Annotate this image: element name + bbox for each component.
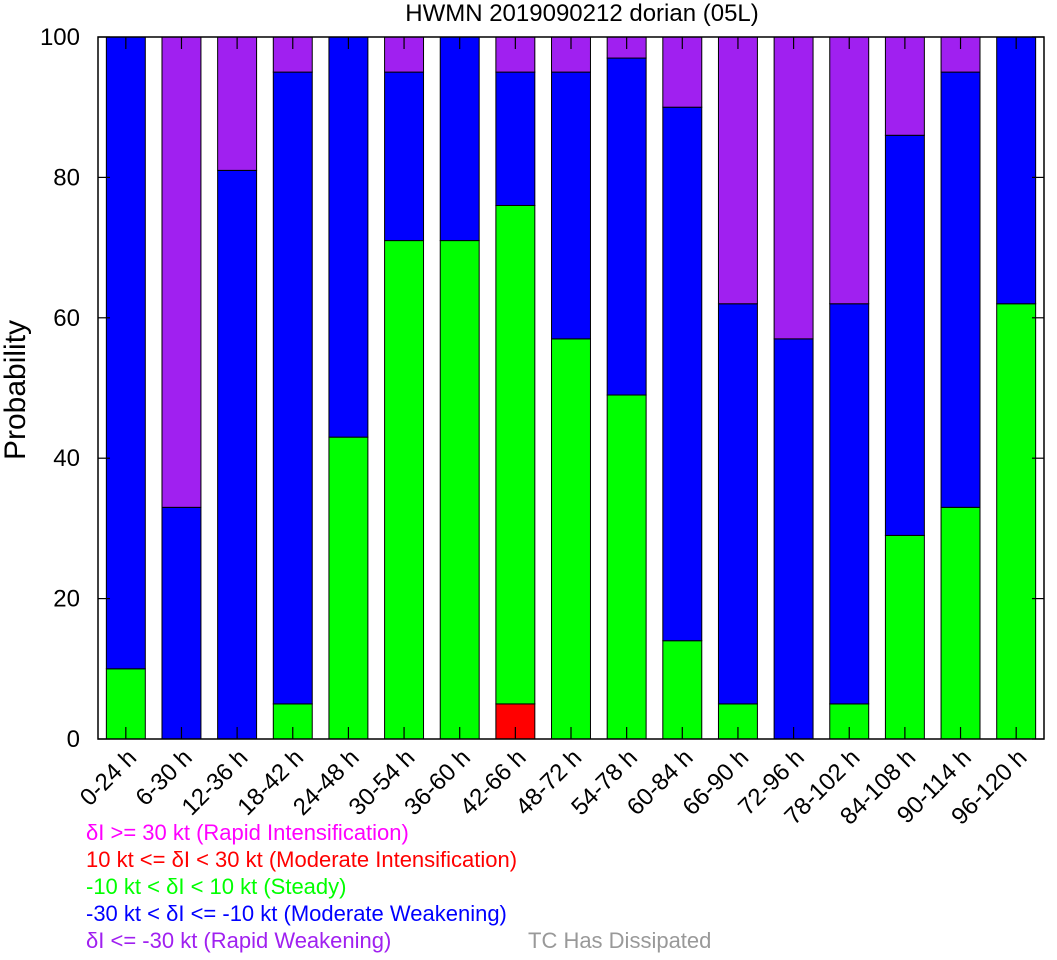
y-tick-label-80: 80 [53, 164, 80, 191]
legend-item-rapid-intensification: δI >= 30 kt (Rapid Intensification) [86, 820, 409, 845]
legend-item-moderate-weakening: -30 kt < δI <= -10 kt (Moderate Weakenin… [86, 901, 507, 926]
bars-group [105, 36, 1037, 740]
legend-item-steady: -10 kt < δI < 10 kt (Steady) [86, 874, 347, 899]
bar-segment-steady-9 [606, 394, 647, 740]
bar-segment-mw-5 [384, 71, 425, 242]
y-axis-label: Probability [0, 320, 32, 460]
bar-segment-steady-10 [662, 640, 703, 740]
bar-segment-mw-1 [161, 506, 202, 740]
legend-item-rapid-weakening: δI <= -30 kt (Rapid Weakening) [86, 928, 392, 953]
bar-segment-mw-0 [105, 36, 146, 670]
y-tick-label-0: 0 [67, 726, 80, 753]
bar-segment-steady-7 [495, 204, 536, 705]
bar-segment-mw-14 [884, 134, 925, 536]
bar-segment-rw-14 [884, 36, 925, 136]
bar-segment-rw-11 [717, 36, 758, 305]
bar-segment-mw-15 [940, 71, 981, 508]
x-tick-label-0: 0-24 h [75, 744, 142, 811]
bar-segment-mw-2 [217, 169, 258, 740]
bar-segment-steady-8 [551, 338, 591, 740]
bar-segment-mw-7 [495, 71, 536, 206]
bar-segment-mw-8 [551, 71, 591, 340]
bar-segment-steady-4 [328, 436, 369, 740]
bar-segment-rw-1 [161, 36, 202, 508]
plot-frame [97, 36, 1045, 740]
chart-title: HWMN 2019090212 dorian (05L) [405, 0, 759, 27]
bar-segment-steady-5 [384, 240, 425, 740]
bar-segment-mw-3 [272, 71, 313, 705]
bar-segment-steady-6 [439, 240, 480, 740]
y-tick-label-60: 60 [53, 305, 80, 332]
bar-segment-steady-15 [940, 506, 981, 740]
y-tick-label-40: 40 [53, 445, 80, 472]
bar-segment-rw-5 [384, 36, 425, 73]
bar-segment-steady-14 [884, 534, 925, 740]
bar-segment-rw-13 [829, 36, 870, 305]
bar-segment-mw-11 [717, 303, 758, 705]
bar-segment-mw-12 [773, 338, 814, 740]
bar-segment-steady-16 [996, 303, 1037, 740]
bar-segment-rw-12 [773, 36, 814, 340]
bar-segment-mw-13 [829, 303, 870, 705]
y-tick-label-100: 100 [40, 24, 80, 51]
bar-segment-rw-2 [217, 36, 258, 171]
legend-item-tc-dissipated: TC Has Dissipated [528, 928, 712, 953]
bar-segment-mw-4 [328, 36, 369, 438]
legend-item-moderate-intensification: 10 kt <= δI < 30 kt (Moderate Intensific… [86, 847, 518, 872]
bar-segment-mw-6 [439, 36, 480, 242]
bar-segment-mw-10 [662, 106, 703, 642]
y-tick-label-20: 20 [53, 586, 80, 613]
bar-segment-mw-9 [606, 57, 647, 396]
bar-segment-mw-16 [996, 36, 1037, 305]
